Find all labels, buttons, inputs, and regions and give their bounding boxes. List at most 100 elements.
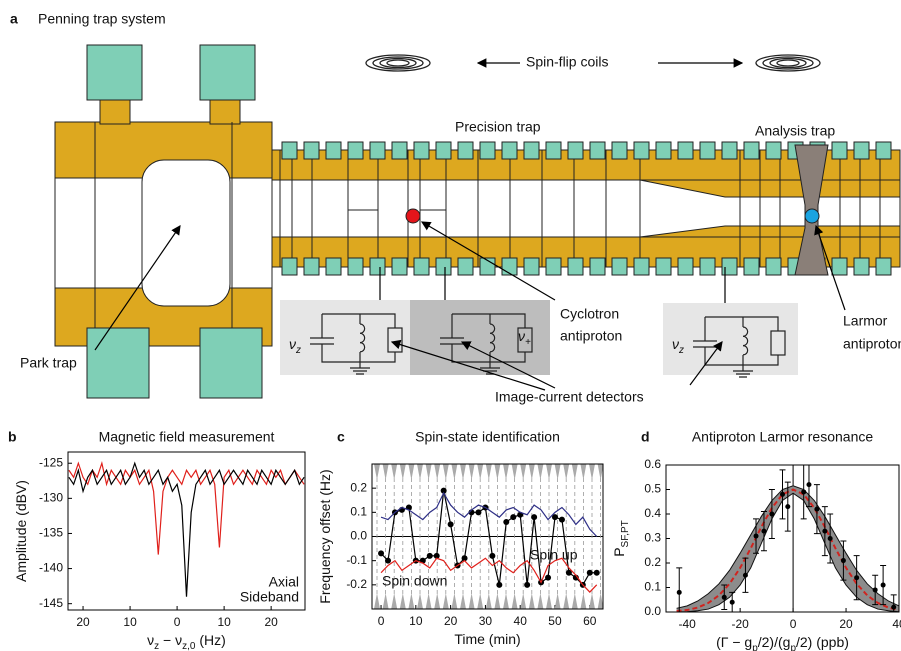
chart-title: Antiproton Larmor resonance <box>692 429 874 445</box>
data-point <box>742 572 748 578</box>
data-point <box>385 557 392 564</box>
x-tick-label: 20 <box>839 617 853 631</box>
data-point <box>551 514 558 521</box>
electrode-contact <box>435 257 452 276</box>
x-axis-label: νz − νz,0 (Hz) <box>147 632 226 651</box>
park-coil <box>86 44 143 101</box>
data-point <box>378 550 385 557</box>
label-part: /2)/(g <box>758 634 791 650</box>
data-point <box>593 569 600 576</box>
electrode-contact <box>523 141 540 160</box>
bore <box>141 159 231 307</box>
label-part: − ν <box>159 632 182 648</box>
detector-symbol: νz <box>289 336 301 356</box>
label: Park trap <box>20 355 77 371</box>
detector-box <box>663 303 798 375</box>
y-tick-label: -135 <box>39 526 63 540</box>
x-tick-label: 30 <box>479 614 493 628</box>
capacitor <box>310 337 334 345</box>
y-tick-label: 0.0 <box>644 604 661 618</box>
data-point <box>880 582 886 588</box>
data-point <box>761 528 767 534</box>
label: Larmor <box>843 313 888 329</box>
data-point <box>440 487 447 494</box>
electrode-contact <box>853 141 870 160</box>
electrode-contact <box>721 141 738 160</box>
label-part: /2) (ppb) <box>796 634 849 650</box>
symbol: ν <box>518 328 525 344</box>
electrode-contact <box>765 257 782 276</box>
y-tick-label: -0.1 <box>346 553 367 567</box>
plot-frame <box>67 451 306 611</box>
subscript: z,0 <box>182 641 196 651</box>
electrode-contact <box>545 141 562 160</box>
data-point <box>531 514 538 521</box>
electrode-contact <box>325 257 342 276</box>
y-tick-label: 0.1 <box>350 505 367 519</box>
y-axis-label: Frequency offset (Hz) <box>317 469 333 603</box>
park-coil <box>86 327 150 399</box>
series-line <box>68 461 305 555</box>
electrode-contact <box>677 257 694 276</box>
y-tick-label: -0.2 <box>346 577 367 591</box>
label-part: P <box>611 547 627 556</box>
cyclotron-antiproton <box>405 208 421 224</box>
label-part: ν <box>147 632 154 648</box>
symbol: ν <box>672 336 679 352</box>
electrode-contact <box>743 257 760 276</box>
y-axis-label: Amplitude (dBV) <box>13 480 29 582</box>
data-point <box>822 528 828 534</box>
electrode-contact <box>303 257 320 276</box>
y-tick-label: -140 <box>39 561 63 575</box>
electrode-contact <box>281 141 298 160</box>
data-point <box>475 509 482 516</box>
subscript: + <box>525 337 531 348</box>
data-point <box>801 489 807 495</box>
electrode-contact <box>413 257 430 276</box>
circuit-wire <box>704 316 779 371</box>
data-point <box>426 552 433 559</box>
electrode-contact <box>721 257 738 276</box>
electrode-contact <box>633 141 650 160</box>
x-tick-label: 40 <box>892 617 901 631</box>
y-tick-label: 0.2 <box>644 555 661 569</box>
electrode-contact <box>523 257 540 276</box>
electrode-contact <box>699 141 716 160</box>
y-tick-label: 0.4 <box>644 506 661 520</box>
data-point <box>840 558 846 564</box>
ground <box>350 367 370 375</box>
data-point <box>721 594 727 600</box>
inductor <box>359 342 366 353</box>
data-point <box>545 574 552 581</box>
electrode-contact <box>391 141 408 160</box>
label-part: Amplitude (dBV) <box>13 480 29 582</box>
electrode-contact <box>875 257 892 276</box>
data-point <box>447 521 454 528</box>
data-point <box>586 569 593 576</box>
electrode-contact <box>611 141 628 160</box>
x-tick-label: 10 <box>409 614 423 628</box>
data-point <box>785 504 791 510</box>
y-tick-label: -145 <box>39 596 63 610</box>
panel-letter: a <box>10 11 18 27</box>
subscript: p <box>752 643 758 651</box>
panel-letter: d <box>641 429 650 445</box>
circuit-wire <box>321 313 396 368</box>
label: antiproton <box>843 336 901 352</box>
electrode-contact <box>677 141 694 160</box>
data-point <box>891 604 897 610</box>
y-tick-label: -130 <box>39 491 63 505</box>
plot-frame <box>665 464 900 613</box>
x-tick-label: 10 <box>217 615 231 629</box>
trap-body <box>54 44 901 399</box>
electrode-contact <box>281 257 298 276</box>
x-tick-label: 60 <box>583 614 597 628</box>
electrode-contact <box>325 141 342 160</box>
x-tick-label: 20 <box>264 615 278 629</box>
subscript: z <box>154 641 159 651</box>
chart-title: Spin-state identification <box>415 429 560 445</box>
electrode-contact <box>567 257 584 276</box>
x-tick-label: 10 <box>123 615 137 629</box>
series-label: Spin up <box>530 547 578 563</box>
